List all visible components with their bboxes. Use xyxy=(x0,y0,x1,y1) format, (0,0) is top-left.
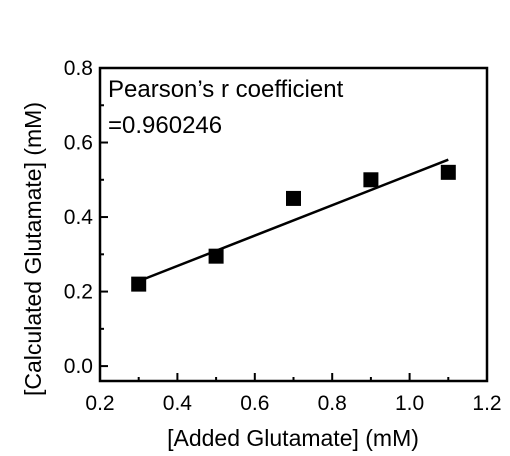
y-tick-label: 0.2 xyxy=(64,281,93,304)
fit-line xyxy=(138,158,449,283)
annotation-line-1: Pearson’s r coefficient xyxy=(108,76,344,103)
x-axis-title: [Added Glutamate] (mM) xyxy=(167,425,419,451)
y-tick-label: 0.6 xyxy=(64,132,93,155)
data-points xyxy=(131,164,456,292)
x-tick-label: 1.2 xyxy=(472,392,501,415)
data-point xyxy=(131,276,147,292)
x-tick-label: 0.8 xyxy=(318,392,347,415)
x-tick-label: 1.0 xyxy=(395,392,424,415)
x-tick-label: 0.6 xyxy=(240,392,269,415)
y-axis-title: [Calculated Glutamate] (mM) xyxy=(20,102,46,396)
y-tick-label: 0.4 xyxy=(64,206,94,229)
annotation-line-2: =0.960246 xyxy=(108,112,222,139)
data-point xyxy=(363,172,379,188)
data-point xyxy=(208,248,224,264)
x-tick-label: 0.2 xyxy=(85,392,114,415)
data-point xyxy=(286,190,301,206)
y-tick-label: 0.0 xyxy=(64,355,93,378)
tick-layer: 0.2 0.4 0.6 0.8 1.0 1.2 0.0 0.2 0.4 0.6 0.8 xyxy=(64,57,502,415)
y-tick-label: 0.8 xyxy=(64,57,93,80)
data-point xyxy=(440,164,456,180)
plot-frame xyxy=(98,66,489,383)
x-tick-label: 0.4 xyxy=(163,392,193,415)
